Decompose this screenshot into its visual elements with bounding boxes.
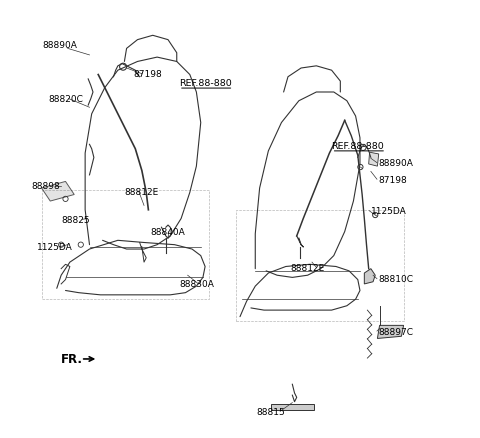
- Text: 88812E: 88812E: [290, 263, 324, 272]
- Text: 88820C: 88820C: [48, 95, 83, 104]
- Text: 88897C: 88897C: [379, 327, 414, 336]
- Text: 88810C: 88810C: [379, 275, 414, 283]
- Text: 1125DA: 1125DA: [371, 207, 407, 215]
- Polygon shape: [369, 153, 379, 167]
- Text: 88812E: 88812E: [124, 187, 159, 197]
- Text: 88890A: 88890A: [43, 40, 78, 49]
- Text: 1125DA: 1125DA: [37, 243, 73, 252]
- Text: 88815: 88815: [257, 407, 285, 416]
- Polygon shape: [377, 325, 404, 339]
- Text: 87198: 87198: [379, 175, 408, 184]
- Text: 88830A: 88830A: [179, 280, 214, 289]
- Text: 88825: 88825: [61, 215, 90, 224]
- Text: 88890A: 88890A: [379, 159, 414, 168]
- Polygon shape: [364, 269, 375, 284]
- Text: REF.88-880: REF.88-880: [332, 141, 384, 150]
- Text: REF.88-880: REF.88-880: [179, 79, 232, 88]
- Text: 87198: 87198: [133, 70, 162, 79]
- Text: FR.: FR.: [61, 353, 83, 366]
- Text: 88898: 88898: [32, 182, 60, 191]
- Polygon shape: [41, 182, 74, 201]
- Polygon shape: [271, 404, 314, 410]
- Text: 88840A: 88840A: [151, 228, 185, 237]
